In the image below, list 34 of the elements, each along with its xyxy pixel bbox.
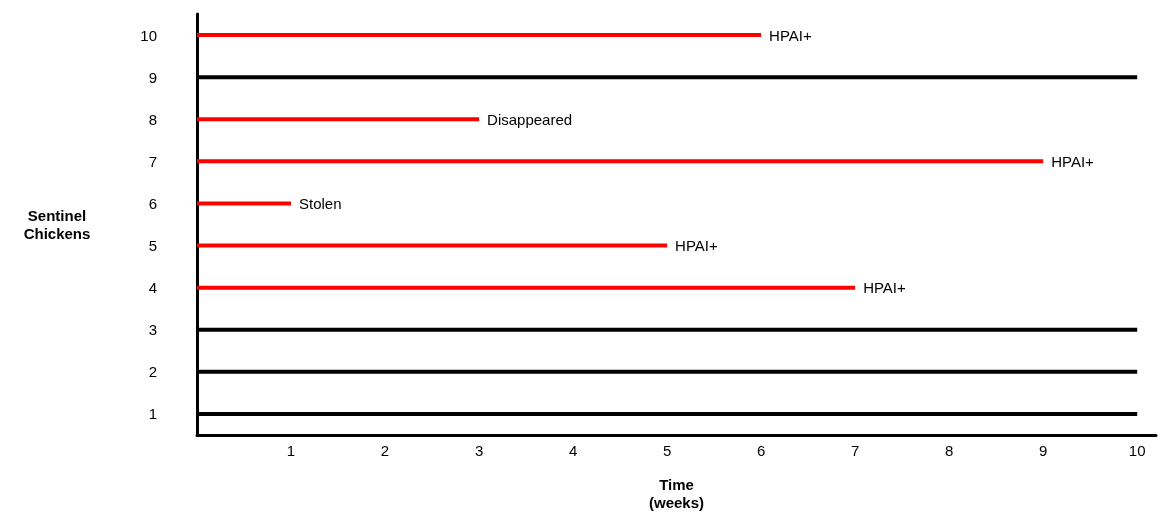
y-tick-label: 3 bbox=[148, 321, 157, 339]
y-axis-title: Sentinel Chickens bbox=[23, 207, 91, 242]
y-tick-label: 9 bbox=[148, 68, 157, 86]
x-axis-title: Time (weeks) bbox=[648, 475, 705, 511]
bar bbox=[197, 243, 668, 248]
x-tick-label: 7 bbox=[850, 442, 860, 459]
y-tick-label: 1 bbox=[148, 405, 157, 423]
x-tick-label: 3 bbox=[474, 442, 484, 459]
y-tick-label: 2 bbox=[148, 363, 157, 381]
x-tick-label: 8 bbox=[944, 442, 954, 459]
bar bbox=[197, 201, 292, 206]
x-tick-label: 4 bbox=[568, 442, 578, 459]
y-tick-label: 6 bbox=[148, 194, 157, 212]
y-tick-label: 5 bbox=[148, 237, 157, 255]
data-label: HPAI+ bbox=[1051, 152, 1095, 170]
x-tick-label: 2 bbox=[380, 442, 390, 459]
bar bbox=[197, 33, 762, 38]
data-label: HPAI+ bbox=[769, 26, 813, 44]
y-tick-label: 8 bbox=[148, 110, 157, 128]
x-tick-label: 5 bbox=[662, 442, 672, 459]
x-tick-label: 6 bbox=[756, 442, 766, 459]
y-tick-label: 7 bbox=[148, 152, 157, 170]
data-label: HPAI+ bbox=[863, 279, 907, 297]
data-label: HPAI+ bbox=[675, 237, 718, 255]
y-tick-label: 4 bbox=[148, 279, 157, 297]
x-tick-label: 9 bbox=[1039, 442, 1048, 459]
bar bbox=[197, 285, 856, 290]
data-label: Disappeared bbox=[487, 110, 573, 128]
bar bbox=[197, 117, 480, 122]
x-tick-label: 1 bbox=[286, 442, 296, 459]
y-tick-label: 10 bbox=[140, 26, 157, 44]
data-label: Stolen bbox=[299, 194, 342, 212]
x-tick-label: 10 bbox=[1128, 442, 1146, 459]
bar bbox=[197, 159, 1044, 164]
